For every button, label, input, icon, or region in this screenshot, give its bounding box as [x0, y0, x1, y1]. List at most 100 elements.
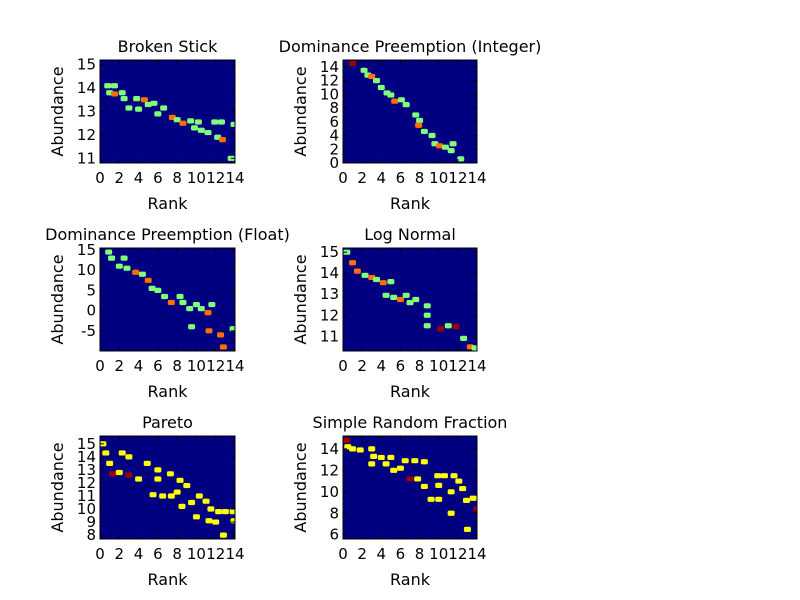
heatmap-cell	[178, 503, 186, 510]
heatmap-cell	[230, 121, 235, 127]
y-tick-label: 12	[77, 126, 96, 144]
y-axis-label: Abundance	[291, 254, 310, 344]
heatmap-cell	[186, 305, 194, 312]
plot-area	[100, 248, 235, 351]
heatmap-cell	[420, 483, 428, 490]
plot-area	[343, 60, 477, 163]
x-tick-label: 4	[377, 545, 387, 563]
x-tick-label: 0	[338, 169, 348, 187]
heatmap-cell	[173, 489, 181, 495]
y-tick-label: 12	[320, 306, 339, 324]
heatmap-cell	[452, 324, 460, 330]
heatmap-cell	[120, 96, 128, 102]
heatmap-cell	[135, 106, 143, 112]
heatmap-cell	[343, 437, 351, 443]
heatmap-cell	[459, 485, 467, 492]
heatmap-cell	[441, 144, 449, 150]
x-axis-label: Rank	[390, 570, 431, 589]
x-tick-label: 8	[172, 169, 182, 187]
heatmap-cell	[423, 323, 431, 329]
x-tick-label: 10	[429, 357, 448, 375]
heatmap-cell	[215, 509, 223, 515]
heatmap-cell	[125, 454, 133, 460]
y-tick-label: 14	[320, 58, 339, 76]
heatmap-cell	[469, 495, 477, 501]
x-tick-label: 10	[187, 357, 206, 375]
x-tick-label: 10	[429, 169, 448, 187]
heatmap-cell	[423, 303, 431, 309]
heatmap-cell	[412, 112, 420, 118]
x-tick-label: 0	[95, 357, 105, 375]
heatmap-cell	[387, 454, 395, 461]
x-tick-label: 12	[206, 545, 225, 563]
heatmap-cell	[447, 489, 455, 495]
heatmap-cell	[449, 141, 457, 147]
heatmap-cell	[120, 255, 128, 261]
plot-frame	[342, 247, 478, 352]
x-axis-label: Rank	[148, 382, 189, 401]
y-tick-label: 5	[86, 281, 96, 299]
heatmap-cell	[455, 478, 463, 484]
heatmap-cell	[218, 136, 226, 143]
heatmap-cell	[166, 471, 174, 477]
heatmap-cell	[132, 269, 140, 275]
heatmap-cell	[135, 476, 143, 482]
heatmap-cell	[401, 458, 409, 464]
heatmap-cell	[387, 92, 395, 98]
heatmap-cell	[204, 310, 212, 316]
x-tick-label: 12	[206, 357, 225, 375]
heatmap-cell	[402, 292, 410, 298]
y-tick-label: 11	[77, 487, 96, 505]
y-tick-label: 14	[77, 79, 96, 97]
y-tick-label: 10	[320, 85, 339, 103]
heatmap-cell	[420, 459, 428, 465]
heatmap-cell	[387, 279, 395, 285]
heatmap-cells	[349, 60, 465, 162]
heatmap-cell	[217, 332, 225, 338]
heatmap-cell	[108, 255, 116, 261]
heatmap-cell	[192, 514, 200, 520]
heatmap-cell	[188, 324, 196, 330]
heatmap-cell	[391, 98, 399, 104]
heatmap-cell	[110, 91, 118, 97]
plot-frame	[99, 247, 236, 352]
plot-area	[343, 436, 477, 539]
x-axis-label: Rank	[390, 194, 431, 213]
x-tick-label: 2	[115, 357, 125, 375]
heatmap-cell	[118, 450, 126, 456]
heatmap-cell	[221, 509, 229, 515]
y-tick-label: 8	[329, 99, 339, 117]
heatmap-cell	[390, 467, 398, 473]
heatmap-cell	[144, 101, 152, 108]
x-tick-label: 0	[338, 357, 348, 375]
heatmap-cell	[150, 100, 158, 106]
heatmap-cell	[423, 312, 431, 318]
x-tick-label: 2	[357, 545, 367, 563]
heatmap-cell	[105, 249, 113, 255]
x-tick-label: 6	[153, 169, 163, 187]
x-tick-label: 0	[95, 545, 105, 563]
x-tick-label: 14	[467, 545, 486, 563]
y-tick-label: 8	[329, 504, 339, 522]
y-tick-label: 13	[77, 103, 96, 121]
x-tick-label: 4	[134, 357, 144, 375]
heatmap-cell	[176, 477, 184, 483]
heatmap-cell	[102, 450, 110, 456]
x-tick-label: 8	[415, 169, 425, 187]
y-tick-label: 15	[77, 435, 96, 453]
heatmap-cells	[343, 437, 477, 532]
x-tick-label: 4	[134, 545, 144, 563]
heatmap-cell	[212, 519, 220, 525]
heatmap-cell	[154, 476, 162, 482]
heatmap-cell	[179, 299, 187, 306]
y-tick-label: 15	[77, 56, 96, 74]
x-tick-label: 2	[357, 169, 367, 187]
heatmap-cell	[140, 97, 148, 103]
heatmap-cells	[100, 441, 235, 538]
heatmap-cell	[115, 263, 123, 269]
y-tick-label: 12	[77, 474, 96, 492]
heatmap-cell	[473, 506, 477, 512]
x-tick-label: 4	[377, 357, 387, 375]
heatmap-cell	[125, 105, 133, 111]
panel-title: Dominance Preemption (Integer)	[279, 37, 542, 56]
